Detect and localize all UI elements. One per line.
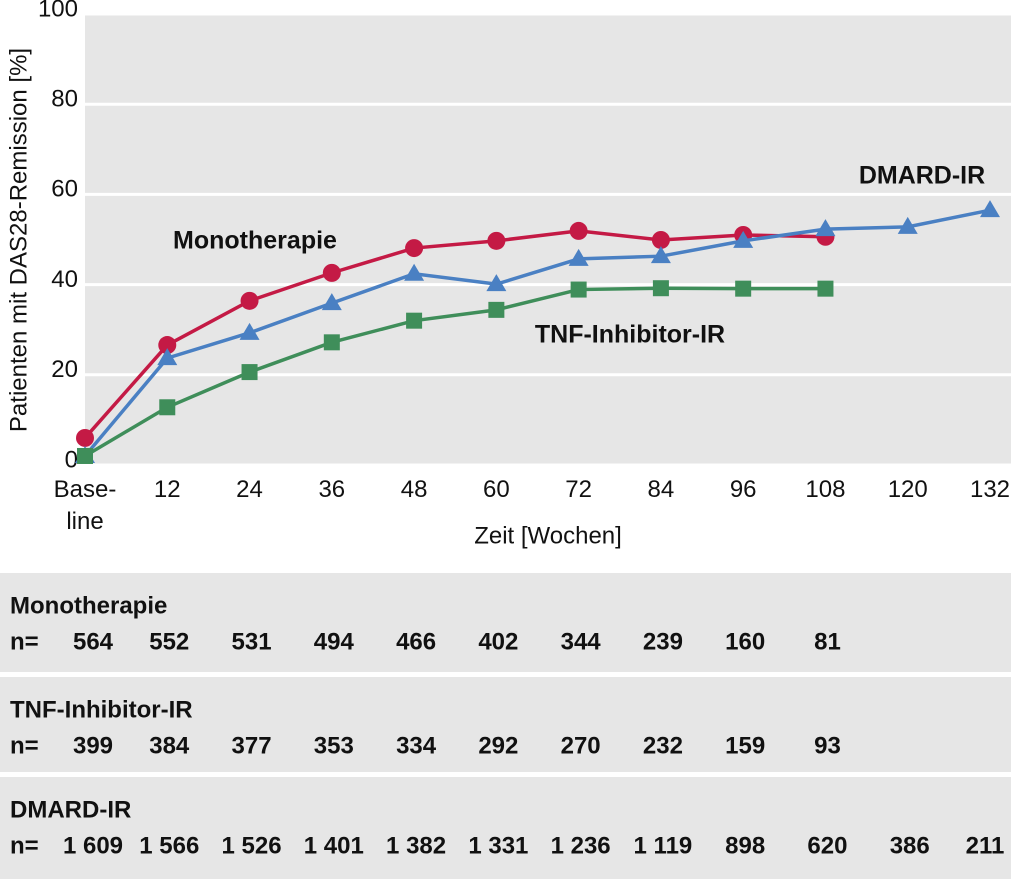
series-label: DMARD-IR xyxy=(859,162,985,190)
data-point xyxy=(406,312,423,329)
count: 620 xyxy=(807,832,847,859)
count: 1 236 xyxy=(551,832,611,859)
data-point xyxy=(240,291,259,310)
x-tick-label: 132 xyxy=(969,476,1011,503)
data-point xyxy=(323,334,340,351)
data-point xyxy=(405,239,424,258)
x-tick-label: Base- line xyxy=(53,476,117,535)
x-tick-label: 12 xyxy=(153,476,181,503)
y-tick-label: 20 xyxy=(51,356,78,383)
count: 81 xyxy=(814,628,841,655)
series-line xyxy=(83,229,826,440)
count: 466 xyxy=(396,628,436,655)
data-point xyxy=(77,447,93,464)
count: 353 xyxy=(314,732,354,759)
group-name: DMARD-IR xyxy=(10,796,131,823)
count: 564 xyxy=(73,628,114,655)
data-point xyxy=(650,246,671,264)
data-point xyxy=(815,219,836,237)
data-point xyxy=(241,364,258,381)
data-point xyxy=(980,200,1000,218)
count: 159 xyxy=(725,732,765,759)
data-point xyxy=(817,280,834,297)
x-tick-label: 24 xyxy=(236,476,263,503)
x-tick-label: 84 xyxy=(647,476,675,503)
x-axis-title: Zeit [Wochen] xyxy=(474,522,622,549)
data-point xyxy=(76,428,94,447)
x-tick-label: 96 xyxy=(729,476,757,503)
count: 402 xyxy=(478,628,518,655)
data-point xyxy=(570,281,587,298)
data-point xyxy=(487,231,506,250)
plot-background xyxy=(85,14,1011,465)
x-tick-label: 72 xyxy=(565,476,592,503)
y-tick-label: 60 xyxy=(51,176,78,203)
count: 898 xyxy=(725,832,765,859)
count: 334 xyxy=(396,732,437,759)
count: 93 xyxy=(814,732,841,759)
count-prefix: n= xyxy=(10,832,39,859)
count: 384 xyxy=(149,732,190,759)
y-tick-label: 100 xyxy=(38,0,78,22)
data-point xyxy=(568,248,589,266)
data-point xyxy=(652,280,669,297)
count: 531 xyxy=(232,628,272,655)
data-point xyxy=(322,263,341,282)
x-tick-label: 48 xyxy=(400,476,428,503)
count: 377 xyxy=(232,732,272,759)
y-axis-title: Patienten mit DAS28-Remission [%] xyxy=(5,48,32,432)
x-tick-label: 120 xyxy=(887,476,928,503)
series-label: TNF-Inhibitor-IR xyxy=(535,321,725,349)
count: 211 xyxy=(966,832,1005,859)
series-line xyxy=(84,286,826,458)
x-tick-label: 60 xyxy=(483,476,510,503)
y-tick-label: 80 xyxy=(51,86,78,113)
series-line xyxy=(83,208,991,458)
y-tick-label: 40 xyxy=(51,266,78,293)
count: 1 566 xyxy=(139,832,199,859)
count: 270 xyxy=(561,732,601,759)
count: 399 xyxy=(73,732,113,759)
data-point xyxy=(488,301,505,318)
y-tick-label: 0 xyxy=(65,446,78,473)
group-name: TNF-Inhibitor-IR xyxy=(10,696,193,723)
data-point xyxy=(404,263,425,281)
count-prefix: n= xyxy=(10,732,39,759)
count: 1 331 xyxy=(468,832,528,859)
data-point xyxy=(239,322,260,340)
x-tick-label: 36 xyxy=(318,476,346,503)
count: 1 382 xyxy=(386,832,446,859)
data-point xyxy=(486,274,507,292)
data-point xyxy=(651,230,670,249)
count: 552 xyxy=(149,628,189,655)
table-band xyxy=(0,777,1011,879)
count: 160 xyxy=(725,628,765,655)
count: 239 xyxy=(643,628,683,655)
count: 344 xyxy=(561,628,602,655)
count: 232 xyxy=(643,732,683,759)
data-point xyxy=(157,348,178,366)
table-band xyxy=(0,573,1011,672)
data-point xyxy=(735,280,752,297)
table-band xyxy=(0,677,1011,772)
count: 1 609 xyxy=(63,832,123,859)
series-label: Monotherapie xyxy=(173,227,337,255)
count: 494 xyxy=(314,628,355,655)
count: 292 xyxy=(478,732,518,759)
data-point xyxy=(897,216,918,234)
count: 1 119 xyxy=(634,832,693,859)
data-point xyxy=(321,293,342,311)
data-point xyxy=(733,230,754,248)
count: 386 xyxy=(890,832,930,859)
count-prefix: n= xyxy=(10,628,39,655)
data-point xyxy=(158,336,177,355)
count: 1 526 xyxy=(222,832,282,859)
data-point xyxy=(159,399,176,416)
group-name: Monotherapie xyxy=(10,592,167,619)
data-point xyxy=(569,221,588,240)
x-tick-label: 108 xyxy=(805,476,846,503)
count: 1 401 xyxy=(304,832,364,859)
